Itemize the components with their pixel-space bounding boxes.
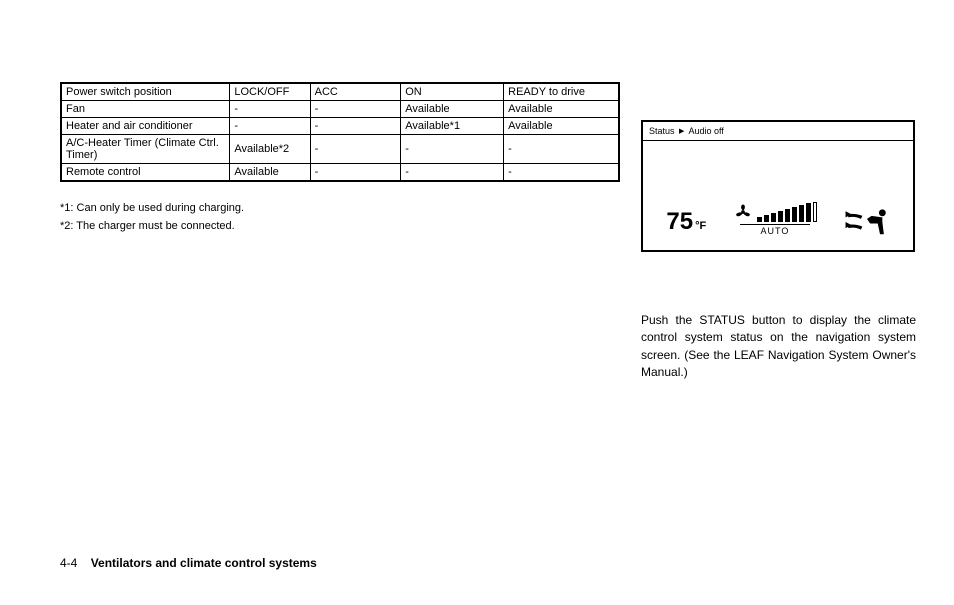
footnote-1: *1: Can only be used during charging.: [60, 200, 620, 218]
cell: -: [230, 101, 310, 118]
section-title: Ventilators and climate control systems: [91, 556, 317, 570]
cell: Available: [401, 101, 504, 118]
cell: -: [504, 135, 619, 164]
status-label: Status: [649, 126, 675, 136]
temp-value: 75: [666, 208, 693, 236]
table-row: Fan - - Available Available: [61, 101, 619, 118]
cell: Heater and air conditioner: [61, 118, 230, 135]
triangle-right-icon: ▶: [679, 128, 684, 135]
cell: ON: [401, 83, 504, 101]
cell: READY to drive: [504, 83, 619, 101]
cell: Available*2: [230, 135, 310, 164]
cell: Power switch position: [61, 83, 230, 101]
cell: -: [504, 164, 619, 182]
fan-icon: [733, 202, 753, 222]
instruction-paragraph: Push the STATUS button to display the cl…: [641, 312, 916, 382]
cell: -: [310, 118, 401, 135]
left-column: Power switch position LOCK/OFF ACC ON RE…: [60, 82, 620, 235]
table-row: A/C-Heater Timer (Climate Ctrl. Timer) A…: [61, 135, 619, 164]
screen-divider: [643, 140, 913, 141]
cell: LOCK/OFF: [230, 83, 310, 101]
cell: -: [401, 164, 504, 182]
table-row: Remote control Available - - -: [61, 164, 619, 182]
audio-off-label: Audio off: [688, 126, 723, 136]
airflow-mode-icon: [844, 208, 890, 236]
fan-speed-display: AUTO: [733, 202, 817, 236]
cell: Remote control: [61, 164, 230, 182]
cell: Available: [504, 118, 619, 135]
footnotes: *1: Can only be used during charging. *2…: [60, 200, 620, 235]
fan-bars: [757, 202, 817, 222]
cell: Available*1: [401, 118, 504, 135]
table-row: Power switch position LOCK/OFF ACC ON RE…: [61, 83, 619, 101]
page-number: 4-4: [60, 556, 77, 570]
cell: A/C-Heater Timer (Climate Ctrl. Timer): [61, 135, 230, 164]
climate-screen-illustration: Status ▶ Audio off 75 °F: [641, 120, 915, 252]
cell: Fan: [61, 101, 230, 118]
cell: Available: [504, 101, 619, 118]
table-row: Heater and air conditioner - - Available…: [61, 118, 619, 135]
cell: -: [310, 101, 401, 118]
cell: ACC: [310, 83, 401, 101]
page-footer: 4-4 Ventilators and climate control syst…: [60, 556, 317, 570]
temp-unit: °F: [695, 220, 706, 232]
screen-breadcrumb: Status ▶ Audio off: [649, 126, 724, 136]
cell: Available: [230, 164, 310, 182]
cell: -: [310, 164, 401, 182]
cell: -: [401, 135, 504, 164]
spec-table: Power switch position LOCK/OFF ACC ON RE…: [60, 82, 620, 182]
footnote-2: *2: The charger must be connected.: [60, 218, 620, 236]
temperature-display: 75 °F: [666, 208, 706, 236]
right-column: Status ▶ Audio off 75 °F: [641, 120, 916, 382]
auto-label: AUTO: [740, 224, 810, 236]
cell: -: [310, 135, 401, 164]
cell: -: [230, 118, 310, 135]
